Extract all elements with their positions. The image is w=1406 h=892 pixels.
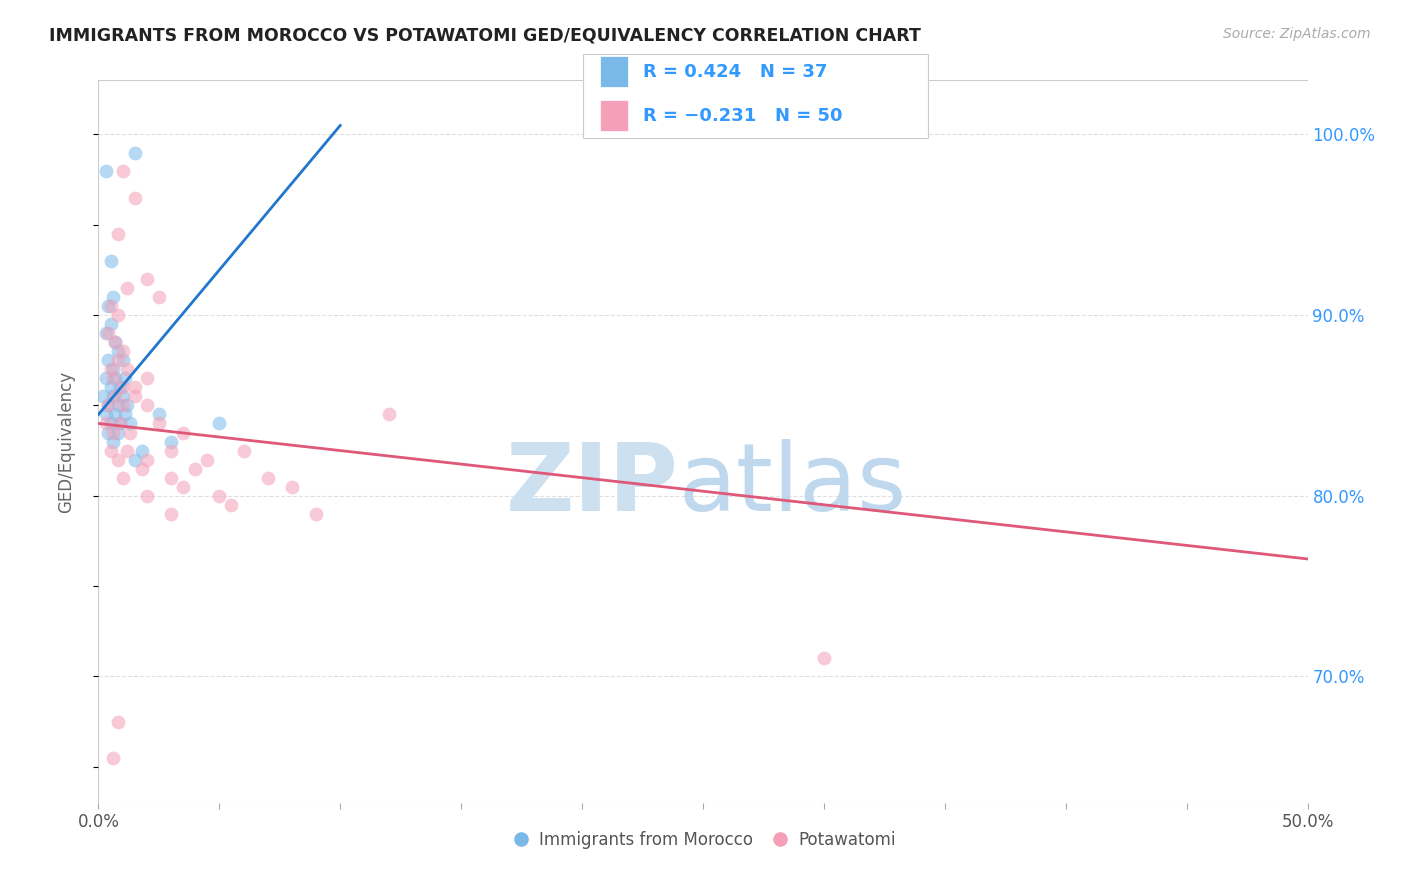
Point xyxy=(97,398,120,412)
Point xyxy=(94,371,117,385)
Point xyxy=(104,389,127,403)
Point xyxy=(104,335,127,350)
Point xyxy=(118,417,141,431)
Point xyxy=(111,389,134,403)
Point xyxy=(221,498,243,512)
Point xyxy=(160,470,183,484)
Point xyxy=(117,362,139,376)
Point xyxy=(94,417,117,431)
Point xyxy=(131,461,153,475)
Point xyxy=(135,398,157,412)
Point xyxy=(100,380,122,394)
Point xyxy=(117,443,139,458)
Point xyxy=(101,371,124,385)
Point xyxy=(107,714,129,729)
Text: Source: ZipAtlas.com: Source: ZipAtlas.com xyxy=(1223,27,1371,41)
Point xyxy=(124,191,146,205)
Point xyxy=(100,317,122,331)
Point xyxy=(94,163,117,178)
Point xyxy=(101,362,124,376)
Point xyxy=(124,389,146,403)
Point xyxy=(100,362,122,376)
Point xyxy=(135,489,157,503)
Point xyxy=(101,389,124,403)
Point xyxy=(172,480,194,494)
Point xyxy=(124,452,146,467)
Text: R = −0.231   N = 50: R = −0.231 N = 50 xyxy=(643,107,842,125)
Point xyxy=(107,308,129,322)
Point xyxy=(117,398,139,412)
Point xyxy=(160,434,183,449)
Point xyxy=(107,398,129,412)
Point xyxy=(94,408,117,422)
Point xyxy=(377,408,399,422)
Point xyxy=(111,344,134,359)
Point xyxy=(232,443,254,458)
Point xyxy=(256,470,278,484)
Point xyxy=(101,290,124,304)
Point xyxy=(111,470,134,484)
Point xyxy=(124,380,146,394)
Point xyxy=(101,425,124,440)
Point xyxy=(108,380,131,394)
Point xyxy=(101,434,124,449)
Point xyxy=(107,344,129,359)
Point xyxy=(100,417,122,431)
Point xyxy=(195,452,218,467)
Point xyxy=(305,507,328,521)
Point xyxy=(97,398,120,412)
Point xyxy=(813,651,835,665)
Point xyxy=(111,353,134,368)
Text: ZIP: ZIP xyxy=(506,439,679,531)
Point xyxy=(111,380,134,394)
Point xyxy=(97,299,120,313)
Point xyxy=(111,163,134,178)
Point xyxy=(108,417,131,431)
Point xyxy=(117,281,139,295)
Point xyxy=(160,507,183,521)
Point xyxy=(107,452,129,467)
Point xyxy=(91,389,114,403)
Point xyxy=(111,398,134,412)
Point xyxy=(131,443,153,458)
Point xyxy=(97,425,120,440)
Legend: Immigrants from Morocco, Potawatomi: Immigrants from Morocco, Potawatomi xyxy=(503,824,903,856)
Point xyxy=(101,750,124,764)
Point xyxy=(107,227,129,241)
Point xyxy=(208,417,231,431)
Point xyxy=(97,326,120,341)
Point xyxy=(108,417,131,431)
Text: R = 0.424   N = 37: R = 0.424 N = 37 xyxy=(643,62,827,81)
Point xyxy=(148,417,170,431)
Point xyxy=(148,290,170,304)
Point xyxy=(114,408,136,422)
Point xyxy=(107,425,129,440)
Point xyxy=(160,443,183,458)
Point xyxy=(100,299,122,313)
Point xyxy=(104,335,127,350)
Point xyxy=(114,371,136,385)
Point xyxy=(135,371,157,385)
Point xyxy=(94,326,117,341)
Point xyxy=(135,452,157,467)
Point xyxy=(100,443,122,458)
Point xyxy=(104,371,127,385)
Point xyxy=(281,480,304,494)
Point xyxy=(97,353,120,368)
Point xyxy=(135,272,157,286)
Point xyxy=(107,353,129,368)
Point xyxy=(100,254,122,268)
Y-axis label: GED/Equivalency: GED/Equivalency xyxy=(56,370,75,513)
Point xyxy=(118,425,141,440)
Point xyxy=(124,145,146,160)
Point xyxy=(172,425,194,440)
Text: atlas: atlas xyxy=(679,439,907,531)
Text: IMMIGRANTS FROM MOROCCO VS POTAWATOMI GED/EQUIVALENCY CORRELATION CHART: IMMIGRANTS FROM MOROCCO VS POTAWATOMI GE… xyxy=(49,27,921,45)
Point xyxy=(148,408,170,422)
Point xyxy=(208,489,231,503)
Point xyxy=(184,461,207,475)
Point xyxy=(104,408,127,422)
